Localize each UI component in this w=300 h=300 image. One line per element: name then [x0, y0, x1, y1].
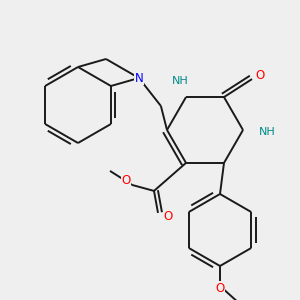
Text: O: O	[255, 69, 265, 82]
Text: NH: NH	[259, 127, 276, 137]
Text: O: O	[164, 210, 172, 224]
Text: O: O	[215, 281, 225, 295]
Text: NH: NH	[172, 76, 188, 86]
Text: O: O	[122, 174, 130, 188]
Text: N: N	[134, 71, 143, 85]
